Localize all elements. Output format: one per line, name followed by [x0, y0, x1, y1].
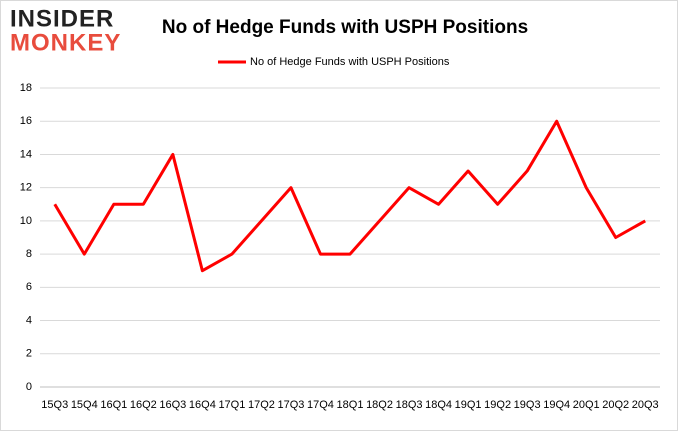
- y-tick-label: 6: [26, 281, 32, 293]
- logo-top: INSIDER: [10, 5, 114, 32]
- y-tick-label: 8: [26, 248, 32, 260]
- x-tick-label: 15Q4: [71, 399, 98, 411]
- x-tick-label: 20Q2: [602, 399, 629, 411]
- x-tick-label: 17Q2: [248, 399, 275, 411]
- x-tick-label: 18Q1: [337, 399, 364, 411]
- x-tick-label: 16Q1: [100, 399, 127, 411]
- x-tick-label: 16Q4: [189, 399, 216, 411]
- y-tick-label: 18: [20, 82, 32, 94]
- x-tick-label: 19Q4: [543, 399, 570, 411]
- x-tick-label: 15Q3: [41, 399, 68, 411]
- y-tick-label: 12: [20, 182, 32, 194]
- y-tick-label: 2: [26, 348, 32, 360]
- x-tick-label: 20Q3: [632, 399, 659, 411]
- x-tick-label: 19Q1: [455, 399, 482, 411]
- x-tick-label: 19Q3: [514, 399, 541, 411]
- y-tick-label: 0: [26, 381, 32, 393]
- chart-title: No of Hedge Funds with USPH Positions: [162, 17, 528, 38]
- y-tick-label: 14: [20, 148, 32, 160]
- x-tick-label: 18Q4: [425, 399, 452, 411]
- x-tick-label: 18Q2: [366, 399, 393, 411]
- y-tick-label: 10: [20, 215, 32, 227]
- x-tick-label: 18Q3: [396, 399, 423, 411]
- y-tick-label: 16: [20, 115, 32, 127]
- logo-bottom: MONKEY: [10, 29, 121, 56]
- x-tick-label: 17Q1: [218, 399, 245, 411]
- data-line: [53, 119, 646, 273]
- y-tick-label: 4: [26, 314, 32, 326]
- legend-label: No of Hedge Funds with USPH Positions: [250, 56, 450, 68]
- x-tick-label: 17Q4: [307, 399, 334, 411]
- x-tick-label: 20Q1: [573, 399, 600, 411]
- x-tick-label: 19Q2: [484, 399, 511, 411]
- x-tick-label: 16Q2: [130, 399, 157, 411]
- x-tick-label: 16Q3: [159, 399, 186, 411]
- x-tick-label: 17Q3: [277, 399, 304, 411]
